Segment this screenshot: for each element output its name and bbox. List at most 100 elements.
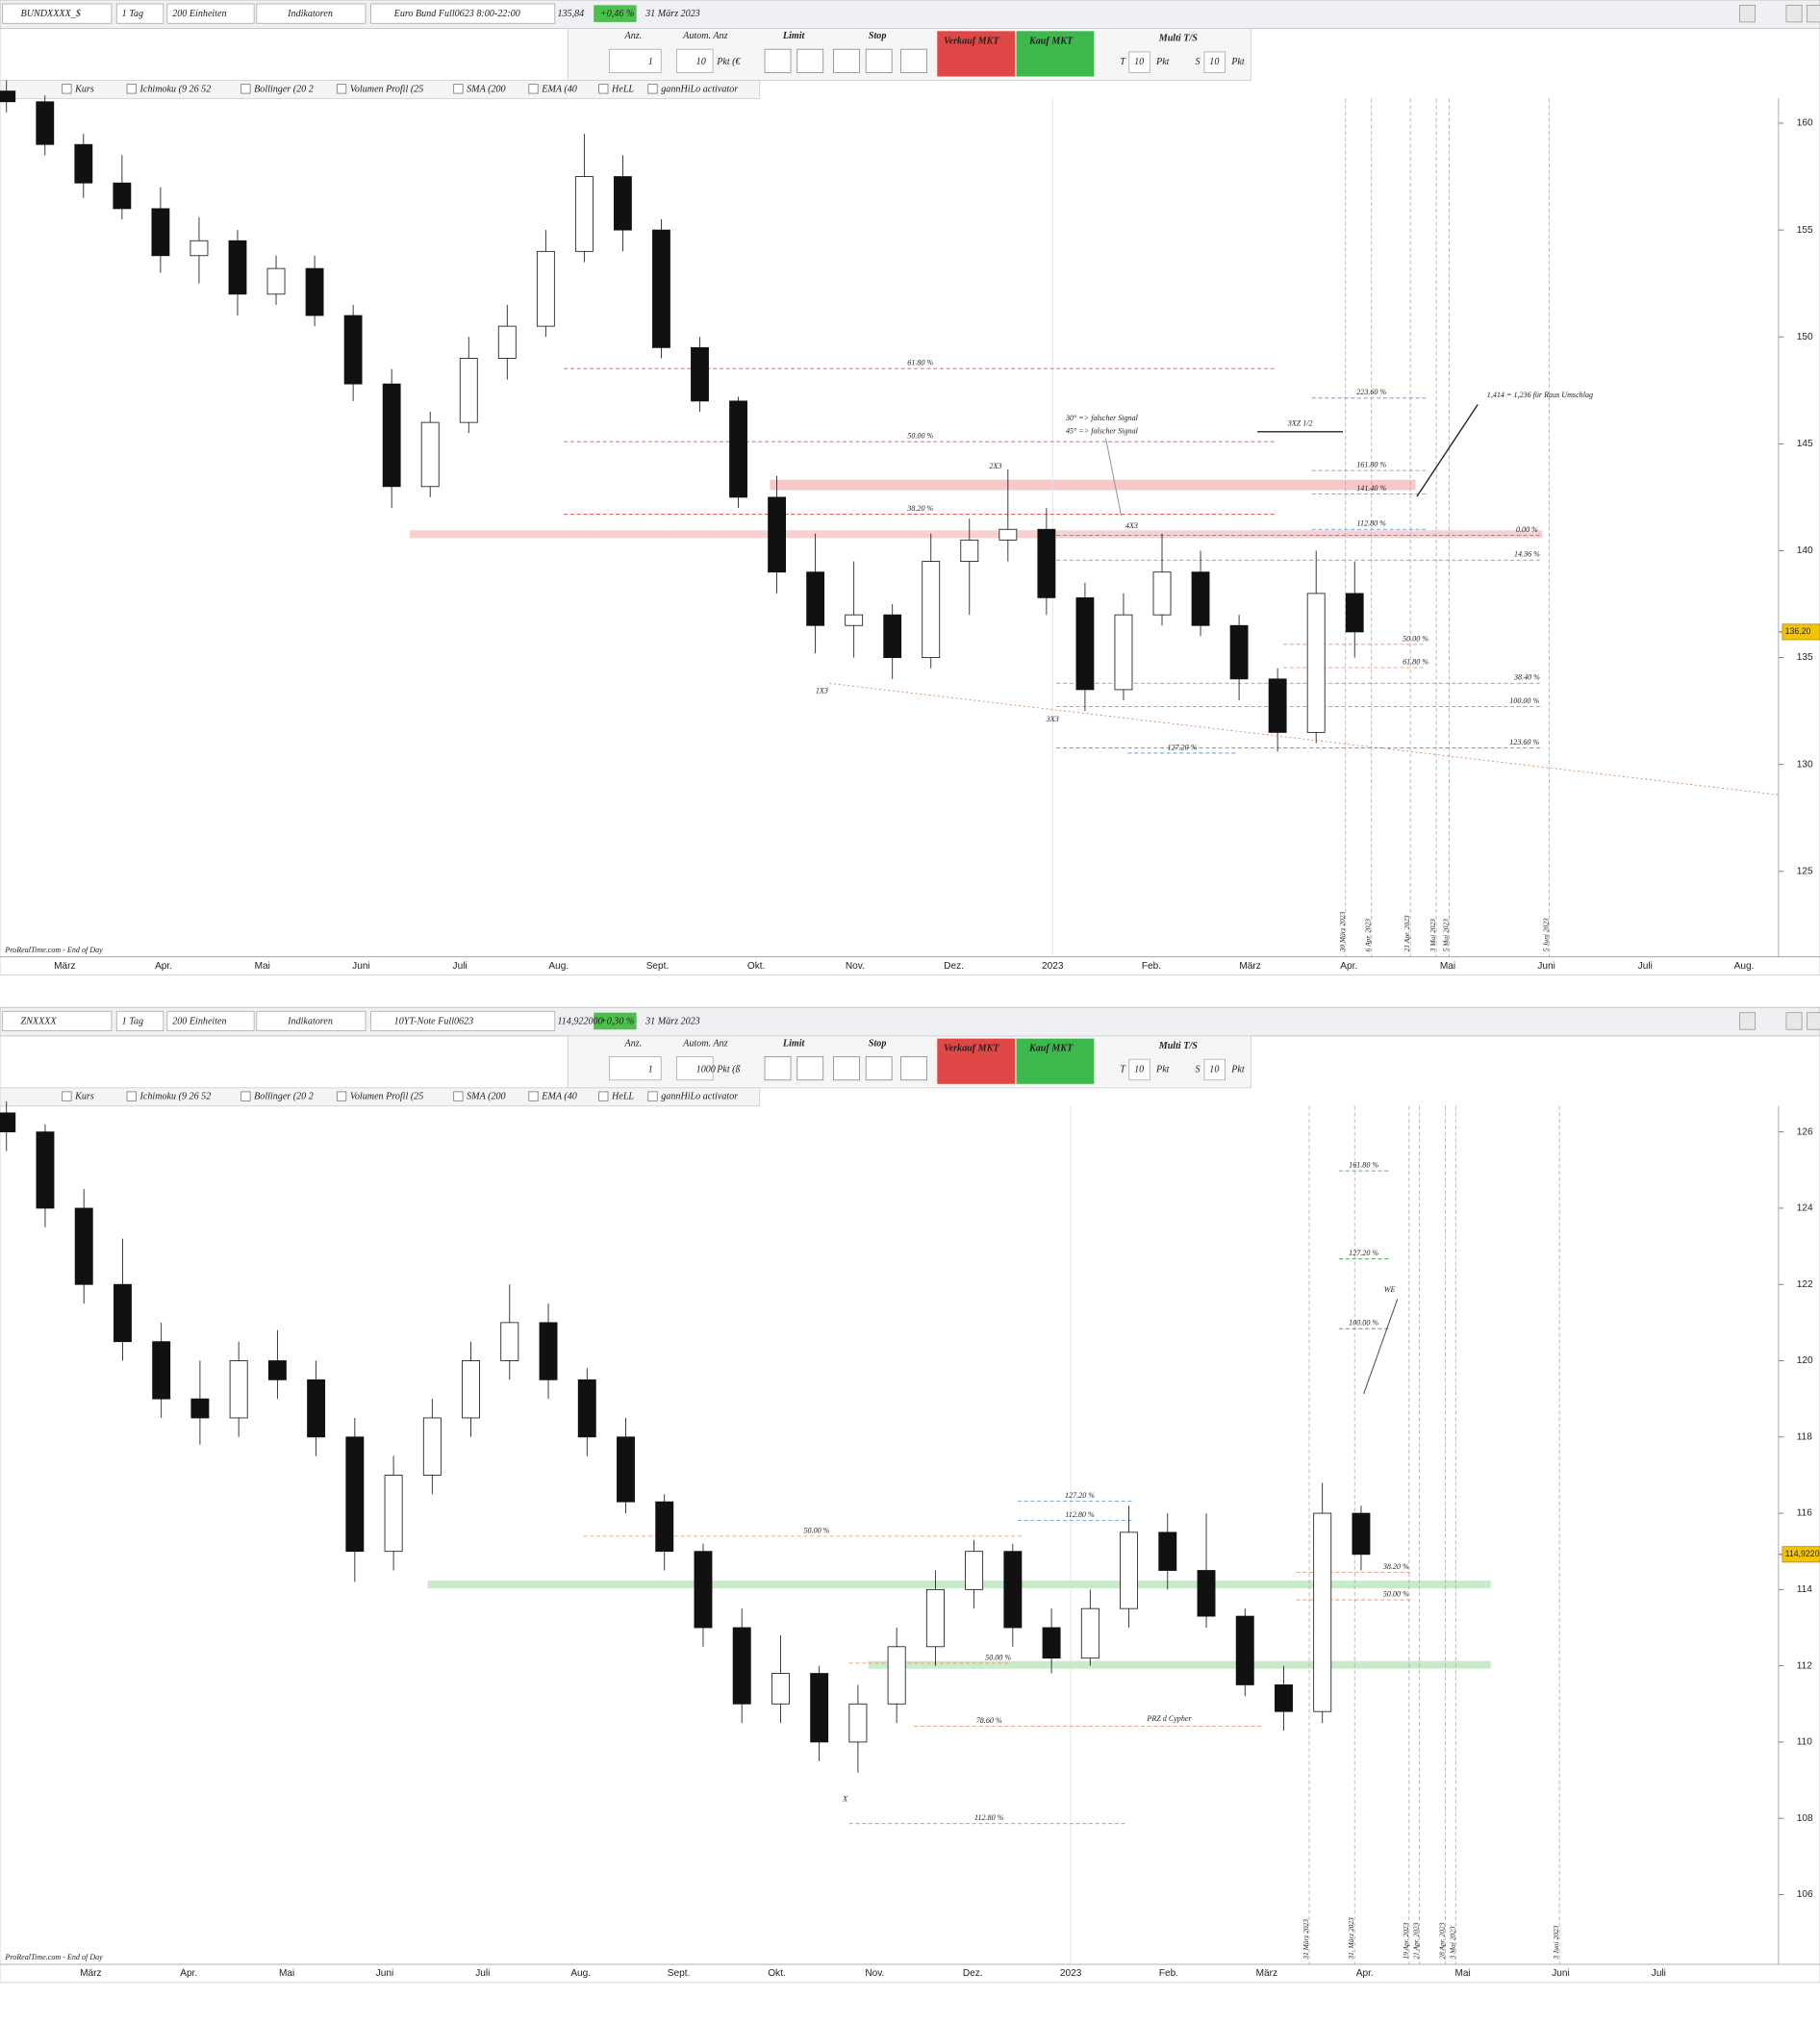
input[interactable] [1203, 51, 1226, 73]
order-icon[interactable] [796, 48, 824, 73]
order-icon[interactable] [796, 1056, 824, 1081]
fib-label: 112.80 % [1065, 1510, 1095, 1519]
x-tick-label: März [54, 961, 75, 972]
sell-button[interactable] [937, 1038, 1016, 1084]
order-s-val: 10 [1209, 57, 1219, 67]
x-tick-label: Apr. [155, 961, 172, 972]
candle-body [420, 421, 440, 488]
qty-input[interactable] [608, 1056, 662, 1081]
x-tick-label: Juli [1638, 961, 1653, 972]
candle-body [1197, 1570, 1216, 1617]
order-icon[interactable] [833, 48, 860, 73]
window-button[interactable] [1739, 1012, 1757, 1030]
buy-button[interactable] [1016, 1038, 1095, 1084]
checkbox[interactable] [62, 84, 72, 94]
candle-body [305, 267, 324, 316]
order-qty: 1 [648, 57, 653, 67]
dropdown[interactable] [2, 3, 113, 24]
order-icon[interactable] [764, 1056, 792, 1081]
checkbox[interactable] [453, 1091, 464, 1101]
date-marker-label: 5 Juni 2023 [1541, 918, 1550, 951]
dropdown[interactable] [2, 1010, 113, 1031]
candle-body [345, 1436, 365, 1553]
window-button[interactable] [1807, 1012, 1820, 1030]
order-t-unit: Pkt [1155, 57, 1170, 67]
dropdown[interactable] [166, 1010, 255, 1031]
checkbox[interactable] [528, 1091, 539, 1101]
dropdown[interactable] [115, 1010, 164, 1031]
candle-body [883, 614, 902, 658]
order-icon[interactable] [833, 1056, 860, 1081]
candle-body [1158, 1531, 1177, 1571]
qty-input[interactable] [676, 48, 714, 73]
sell-button[interactable] [937, 31, 1016, 77]
checkbox[interactable] [647, 84, 658, 94]
date-marker-label: 31. März 2023 [1347, 1917, 1355, 1961]
footer: ProRealTime.com - End of Day [4, 946, 103, 954]
fib-label: 78.60 % [976, 1716, 1002, 1725]
candle-body [845, 614, 864, 626]
indicator-tab: HeLL [611, 84, 634, 94]
candle-body [1114, 614, 1133, 691]
dropdown[interactable] [256, 1010, 367, 1031]
window-button[interactable] [1739, 4, 1757, 23]
candle-body [74, 1207, 93, 1285]
x-tick-label: Apr. [1356, 1968, 1374, 1979]
date-marker-label: 5 Mai 2023 [1442, 919, 1451, 951]
indicator-tab: gannHiLo activator [661, 1092, 738, 1102]
checkbox[interactable] [598, 84, 609, 94]
fib-label: 112.80 % [974, 1813, 1004, 1822]
qty-input[interactable] [608, 48, 662, 73]
window-button[interactable] [1807, 4, 1820, 23]
order-icon[interactable] [900, 1056, 927, 1081]
y-tick-label: 135 [1797, 652, 1813, 663]
y-tick-label: 150 [1797, 332, 1813, 342]
dropdown[interactable] [370, 1010, 556, 1031]
checkbox[interactable] [336, 1091, 347, 1101]
fib-label: 50.00 % [1383, 1590, 1409, 1599]
order-icon[interactable] [865, 48, 893, 73]
dropdown[interactable] [256, 3, 367, 24]
checkbox[interactable] [647, 1091, 658, 1101]
checkbox[interactable] [528, 84, 539, 94]
order-limit: Limit [782, 1038, 806, 1049]
qty-input[interactable] [676, 1056, 714, 1081]
x-tick-label: Okt. [747, 961, 766, 972]
fib-label: 0.00 % [1516, 525, 1538, 534]
checkbox[interactable] [598, 1091, 609, 1101]
dropdown[interactable] [115, 3, 164, 24]
arrow [1104, 438, 1123, 517]
checkbox[interactable] [336, 84, 347, 94]
checkbox[interactable] [453, 84, 464, 94]
checkbox[interactable] [126, 84, 137, 94]
candle-body [922, 561, 941, 658]
window-button[interactable] [1785, 1012, 1803, 1030]
checkbox[interactable] [62, 1091, 72, 1101]
input[interactable] [1203, 1058, 1226, 1081]
candle-body [960, 539, 979, 562]
x-tick-label: Mai [1440, 961, 1455, 972]
checkbox[interactable] [126, 1091, 137, 1101]
checkbox[interactable] [240, 1091, 251, 1101]
order-auto-unit: Pkt (€ [716, 57, 741, 67]
order-icon[interactable] [865, 1056, 893, 1081]
input[interactable] [1128, 1058, 1150, 1081]
candle-body [384, 1475, 403, 1553]
order-stop: Stop [869, 31, 887, 41]
change-badge [594, 1012, 637, 1030]
buy-button[interactable] [1016, 31, 1095, 77]
indicator-tab: SMA (200 [467, 1092, 505, 1102]
window-button[interactable] [1785, 4, 1803, 23]
dropdown[interactable] [166, 3, 255, 24]
candle-body [768, 496, 786, 573]
y-tick-label: 125 [1797, 866, 1813, 876]
order-icon[interactable] [764, 48, 792, 73]
dropdown[interactable] [370, 3, 556, 24]
order-icon[interactable] [900, 48, 927, 73]
candle-body [925, 1588, 945, 1648]
checkbox[interactable] [240, 84, 251, 94]
input[interactable] [1128, 51, 1150, 73]
y-tick-label: 116 [1797, 1508, 1812, 1519]
